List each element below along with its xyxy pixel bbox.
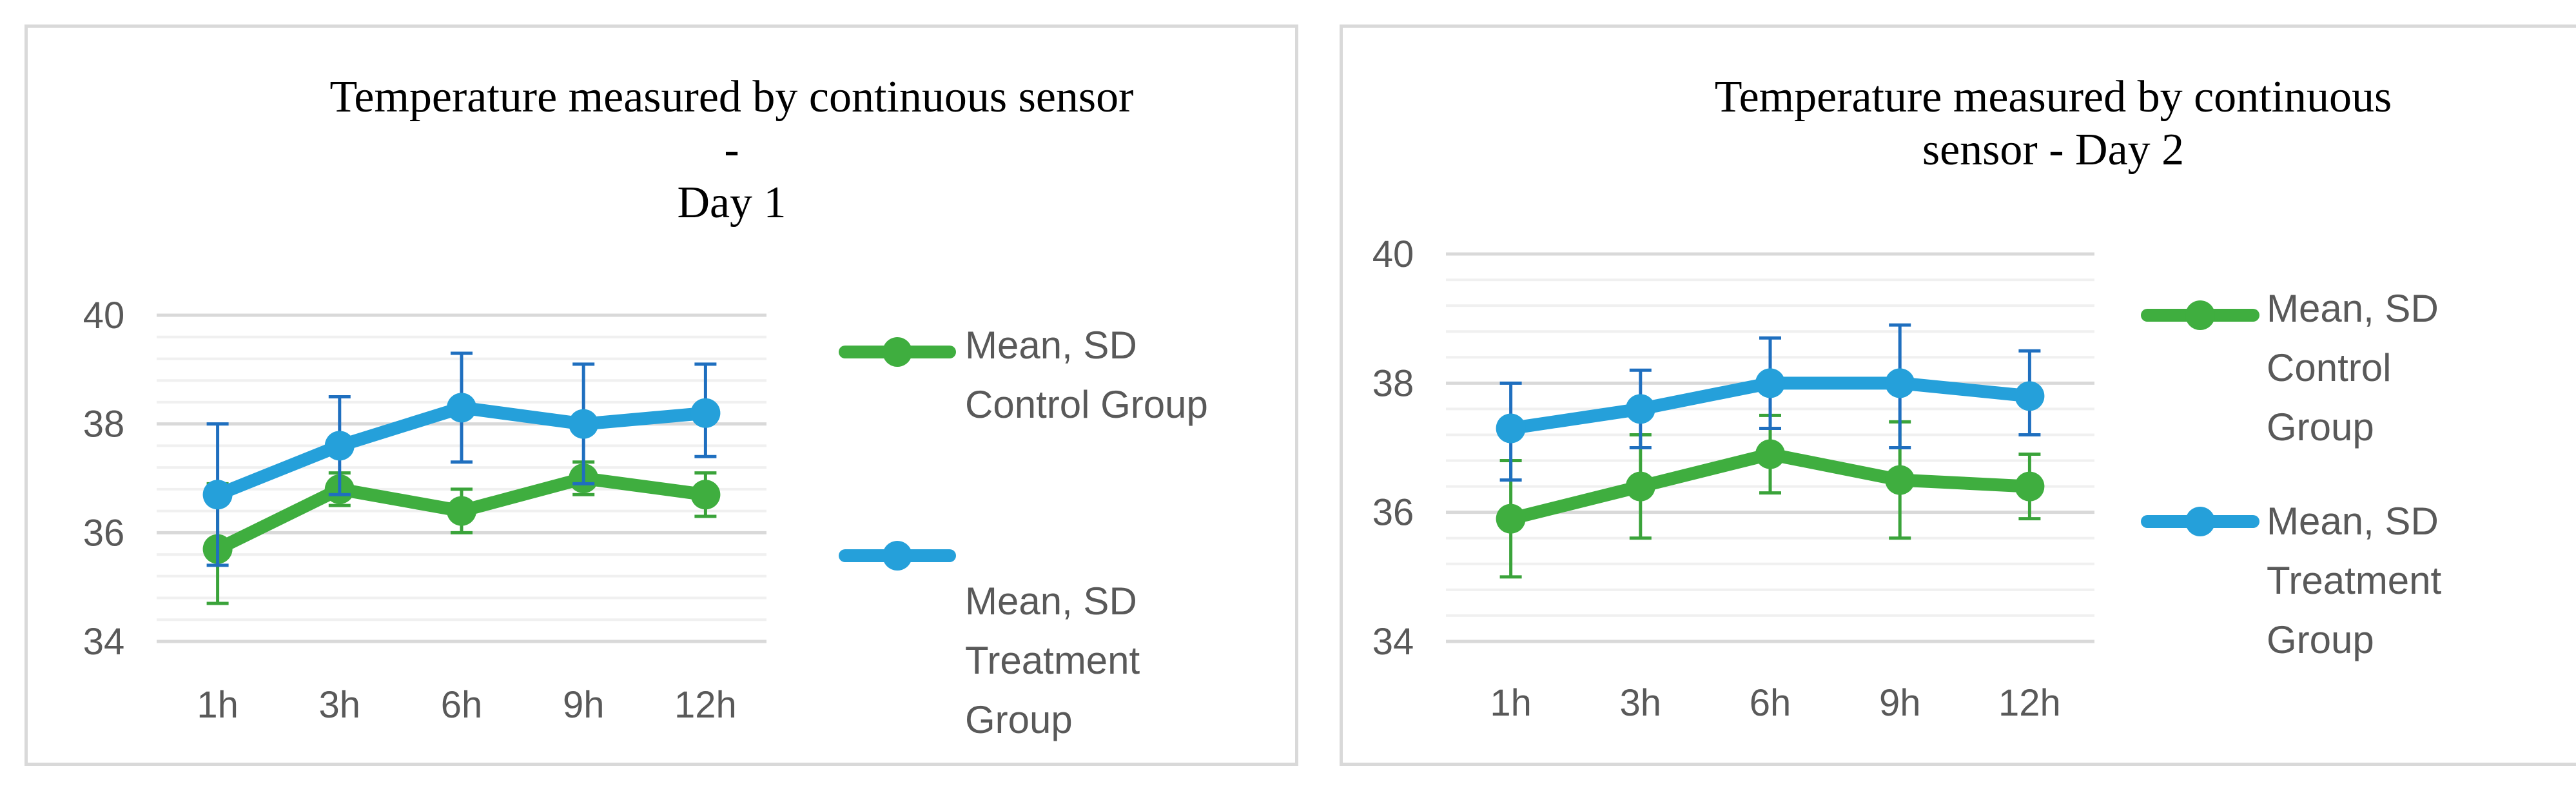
data-point-treatment bbox=[569, 409, 599, 439]
legend-label: Group bbox=[2267, 405, 2374, 449]
y-tick-label: 40 bbox=[1372, 233, 1414, 275]
legend-marker-treatment bbox=[2185, 507, 2215, 536]
chart-title-line: - bbox=[724, 125, 739, 175]
x-tick-label: 12h bbox=[1998, 682, 2061, 724]
data-point-treatment bbox=[1625, 394, 1655, 424]
chart-svg-day-1: Temperature measured by continuous senso… bbox=[83, 72, 1208, 741]
y-tick-label: 34 bbox=[1372, 621, 1414, 663]
data-point-control bbox=[2015, 471, 2045, 502]
data-point-control bbox=[1885, 465, 1915, 495]
data-point-control bbox=[1755, 439, 1785, 469]
data-point-treatment bbox=[1885, 368, 1915, 398]
x-tick-label: 3h bbox=[319, 684, 361, 726]
data-point-control bbox=[1625, 471, 1655, 502]
y-tick-label: 36 bbox=[1372, 492, 1414, 534]
x-tick-label: 1h bbox=[197, 684, 239, 726]
x-tick-label: 6h bbox=[1750, 682, 1791, 724]
x-tick-label: 12h bbox=[674, 684, 737, 726]
legend-label: Control Group bbox=[965, 383, 1208, 426]
data-point-treatment bbox=[1496, 413, 1526, 444]
data-point-treatment bbox=[1755, 368, 1785, 398]
data-point-control bbox=[1496, 503, 1526, 534]
data-point-treatment bbox=[324, 431, 355, 461]
legend-label: Mean, SD bbox=[965, 580, 1137, 623]
data-point-control bbox=[690, 480, 721, 510]
legend-label: Treatment bbox=[2267, 559, 2442, 602]
y-tick-label: 38 bbox=[1372, 362, 1414, 404]
x-tick-label: 3h bbox=[1620, 682, 1662, 724]
chart-title-line: Day 1 bbox=[677, 178, 786, 228]
chart-title-line: Temperature measured by continuous senso… bbox=[330, 72, 1134, 122]
legend-marker-treatment bbox=[883, 541, 912, 571]
chart-panel-day-1: Temperature measured by continuous senso… bbox=[24, 24, 1298, 766]
chart-svg-day-2: Temperature measured by continuoussensor… bbox=[1372, 72, 2442, 724]
legend-marker-control bbox=[2185, 300, 2215, 330]
legend-label: Treatment bbox=[965, 639, 1140, 682]
data-point-control bbox=[447, 496, 476, 526]
legend-label: Group bbox=[2267, 618, 2374, 661]
y-tick-label: 36 bbox=[83, 512, 125, 554]
x-tick-label: 9h bbox=[563, 684, 605, 726]
legend-label: Group bbox=[965, 698, 1073, 741]
data-point-treatment bbox=[202, 480, 233, 510]
x-tick-label: 1h bbox=[1490, 682, 1532, 724]
y-tick-label: 34 bbox=[83, 621, 125, 663]
chart-title-line: sensor - Day 2 bbox=[1922, 125, 2184, 175]
legend-label: Mean, SD bbox=[965, 324, 1137, 367]
data-point-treatment bbox=[690, 398, 721, 428]
data-point-treatment bbox=[447, 393, 476, 423]
data-point-treatment bbox=[2015, 381, 2045, 411]
x-tick-label: 6h bbox=[441, 684, 483, 726]
y-tick-label: 40 bbox=[83, 295, 125, 337]
x-tick-label: 9h bbox=[1879, 682, 1921, 724]
legend-label: Control bbox=[2267, 346, 2391, 389]
legend-marker-control bbox=[883, 337, 912, 367]
legend-label: Mean, SD bbox=[2267, 500, 2439, 543]
y-tick-label: 38 bbox=[83, 404, 125, 445]
chart-title-line: Temperature measured by continuous bbox=[1715, 72, 2392, 122]
legend-label: Mean, SD bbox=[2267, 287, 2439, 330]
chart-panel-day-2: Temperature measured by continuous sensor… bbox=[1340, 24, 2576, 766]
